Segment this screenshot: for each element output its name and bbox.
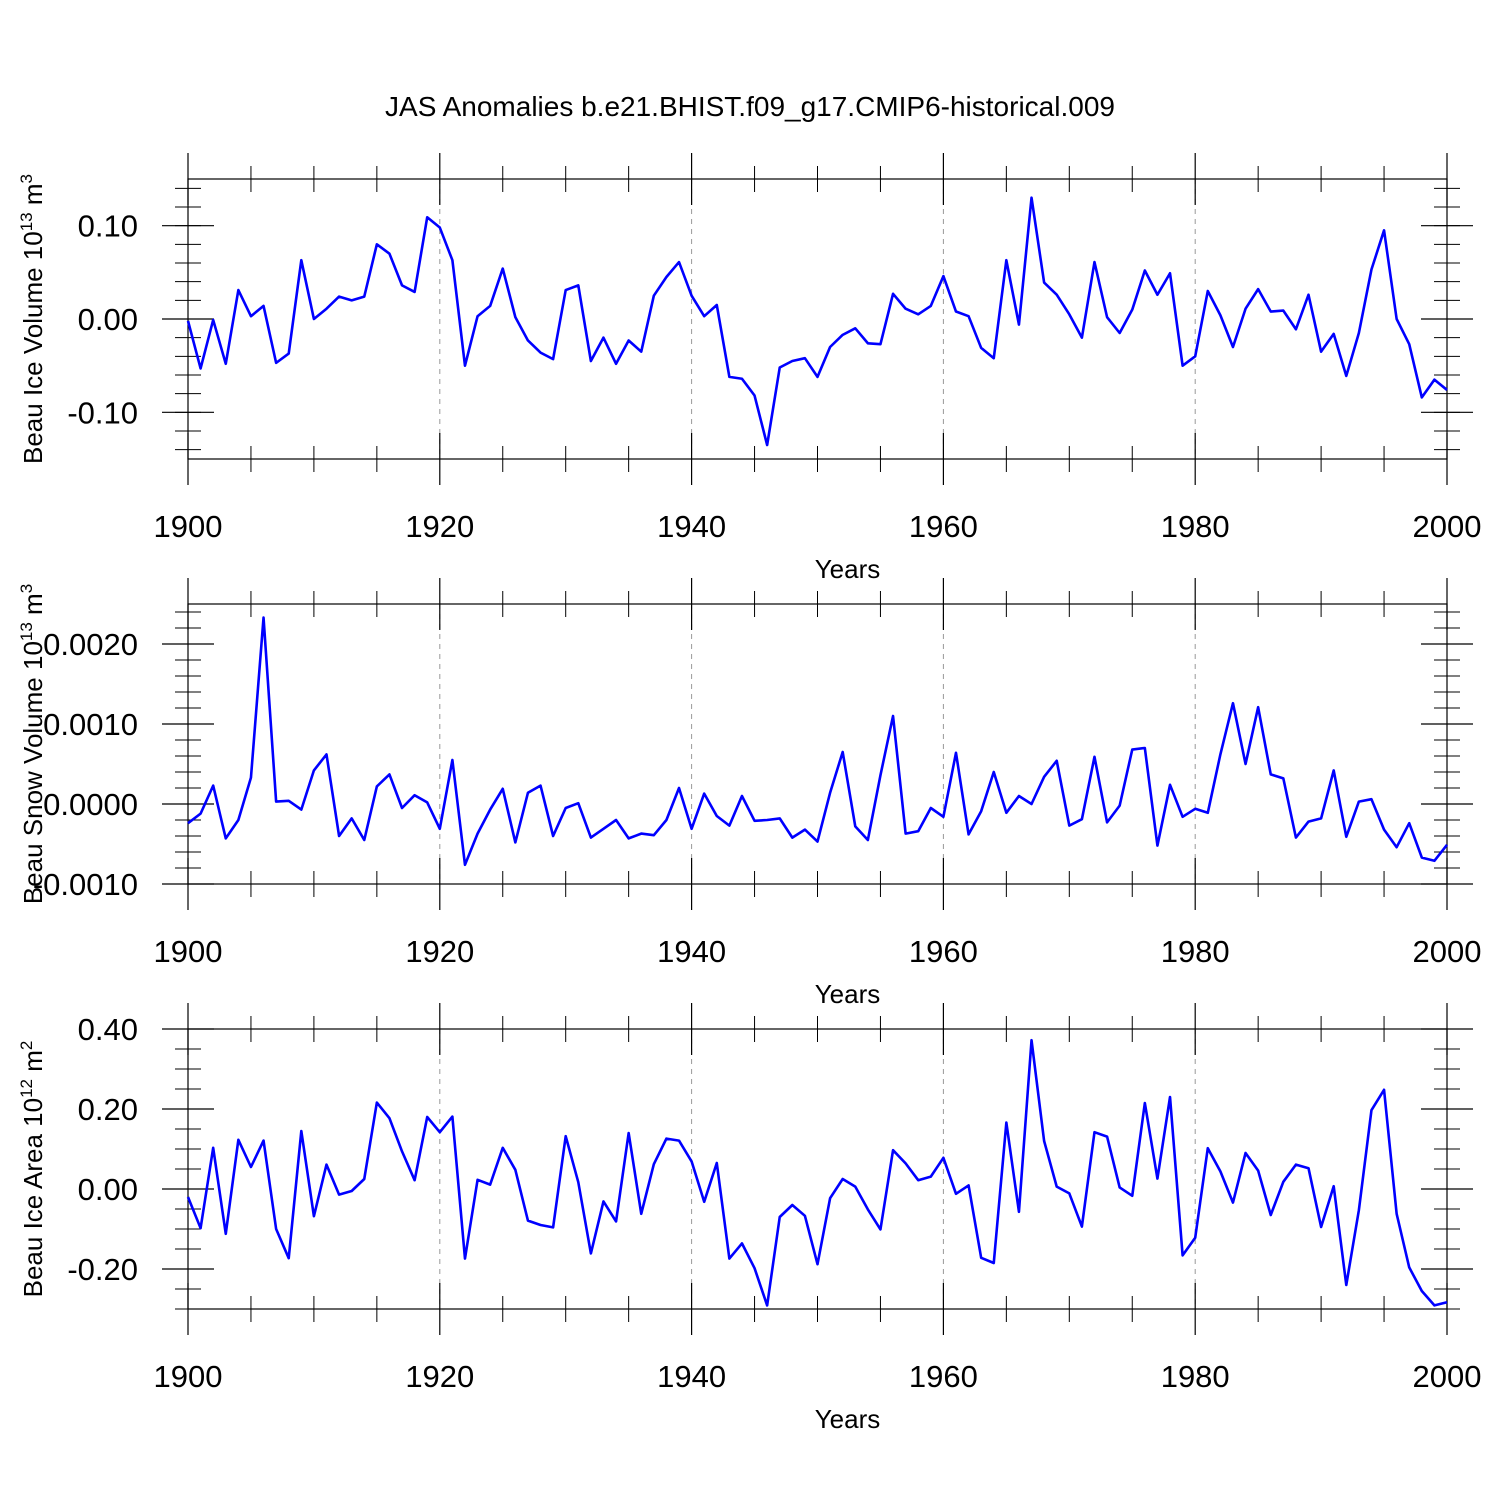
chart-title: JAS Anomalies b.e21.BHIST.f09_g17.CMIP6-… [385, 91, 1115, 122]
chart-panel-1: 0.10 0.00 -0.10 1900 1920 1940 1960 1980 2000 Yea… [17, 153, 1481, 584]
panel-2-x-tick-label: 1940 [657, 934, 726, 969]
panel-1-y-axis-title: Beau Ice Volume 1013 m3 [17, 174, 48, 464]
panel-1-y-tick-label: 0.00 [78, 302, 138, 337]
panel-1-x-tick-label: 1960 [909, 509, 978, 544]
panel-2-series-line-1 [187, 616, 1449, 867]
panel-2-y-tick-label: 0.0010 [43, 707, 138, 742]
panel-3-x-tick-label: 1900 [154, 1359, 223, 1394]
panel-2-y-tick-label: -0.0010 [33, 867, 138, 902]
panel-1-x-axis-title: Years [815, 554, 881, 584]
panel-1-x-tick-label: 1980 [1161, 509, 1230, 544]
chart-panel-3: 0.40 0.20 0.00 -0.20 1900 1920 1940 1960 1980 200… [17, 1003, 1481, 1434]
panel-2-x-tick-label: 1980 [1161, 934, 1230, 969]
panel-3-x-axis-title: Years [815, 1404, 881, 1434]
panel-3-y-tick-label: 0.20 [78, 1092, 138, 1127]
panel-3-x-tick-label: 2000 [1413, 1359, 1482, 1394]
panel-1-x-tick-label: 1900 [154, 509, 223, 544]
panel-2-y-tick-label: 0.0000 [43, 787, 138, 822]
panel-3-y-tick-label: 0.40 [78, 1012, 138, 1047]
panel-3-y-axis-title: Beau Ice Area 1012 m2 [17, 1041, 48, 1298]
panel-3-x-tick-label: 1980 [1161, 1359, 1230, 1394]
panel-3-x-tick-label: 1960 [909, 1359, 978, 1394]
panel-3-y-tick-label: 0.00 [78, 1172, 138, 1207]
panel-2-y-axis-title: Beau Snow Volume 1013 m3 [17, 584, 48, 904]
panel-2-x-tick-label: 1920 [405, 934, 474, 969]
panel-3-y-tick-label: -0.20 [67, 1252, 138, 1287]
panel-1-series-line-1 [186, 196, 1448, 447]
panel-2-x-axis-title: Years [815, 979, 881, 1009]
panel-2-x-tick-label: 2000 [1413, 934, 1482, 969]
panel-1-y-tick-label: -0.10 [67, 395, 138, 430]
panel-1-y-tick-label: 0.10 [78, 209, 138, 244]
panel-1-x-tick-label: 1920 [405, 509, 474, 544]
chart-panel-2: 0.0020 0.0010 0.0000 -0.0010 1900 1920 1940 196… [17, 578, 1481, 1009]
panel-2-x-tick-label: 1900 [154, 934, 223, 969]
panel-1-x-tick-label: 2000 [1413, 509, 1482, 544]
panel-3-series-line-1 [186, 1038, 1448, 1307]
panel-2-y-tick-label: 0.0020 [43, 627, 138, 662]
panel-3-x-tick-label: 1920 [405, 1359, 474, 1394]
panel-3-x-tick-label: 1940 [657, 1359, 726, 1394]
panel-1-x-tick-label: 1940 [657, 509, 726, 544]
panel-2-x-tick-label: 1960 [909, 934, 978, 969]
